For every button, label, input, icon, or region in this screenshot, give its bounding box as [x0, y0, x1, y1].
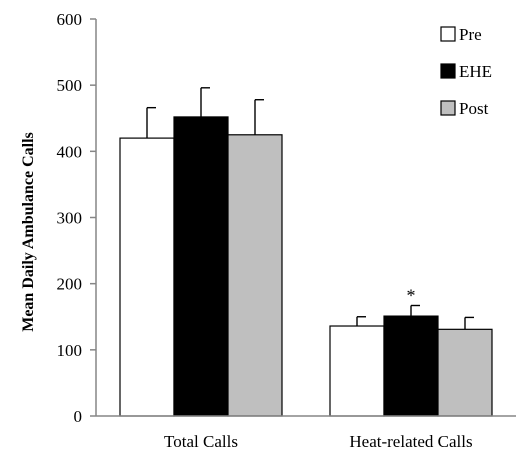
y-axis-title: Mean Daily Ambulance Calls	[20, 132, 37, 332]
y-tick-label: 200	[57, 275, 83, 294]
annotations: *	[407, 286, 416, 306]
legend-label: EHE	[459, 62, 492, 81]
significance-marker: *	[407, 286, 416, 306]
legend-swatch	[440, 63, 456, 79]
bar	[119, 137, 175, 417]
bars	[119, 87, 493, 417]
y-tick-label: 500	[57, 76, 83, 95]
bar	[227, 134, 283, 417]
legend-label: Post	[459, 99, 489, 118]
legend-swatch	[440, 100, 456, 116]
bar	[383, 315, 439, 417]
x-tick-label: Total Calls	[164, 432, 238, 451]
y-tick-label: 400	[57, 142, 83, 161]
legend-swatch	[440, 26, 456, 42]
x-axis-labels: Total Calls Heat-related Calls	[164, 432, 473, 451]
legend-label: Pre	[459, 25, 482, 44]
y-tick-label: 300	[57, 209, 83, 228]
y-tick-label: 0	[74, 407, 83, 426]
y-tick-label: 100	[57, 341, 83, 360]
bar	[173, 116, 229, 417]
y-tick-label: 600	[57, 10, 83, 29]
x-tick-label: Heat-related Calls	[349, 432, 472, 451]
legend: Pre EHE Post	[440, 25, 492, 118]
y-axis-ticks: 0 100 200 300 400 500 600	[57, 10, 96, 426]
bar	[437, 328, 493, 417]
bar	[329, 325, 385, 417]
